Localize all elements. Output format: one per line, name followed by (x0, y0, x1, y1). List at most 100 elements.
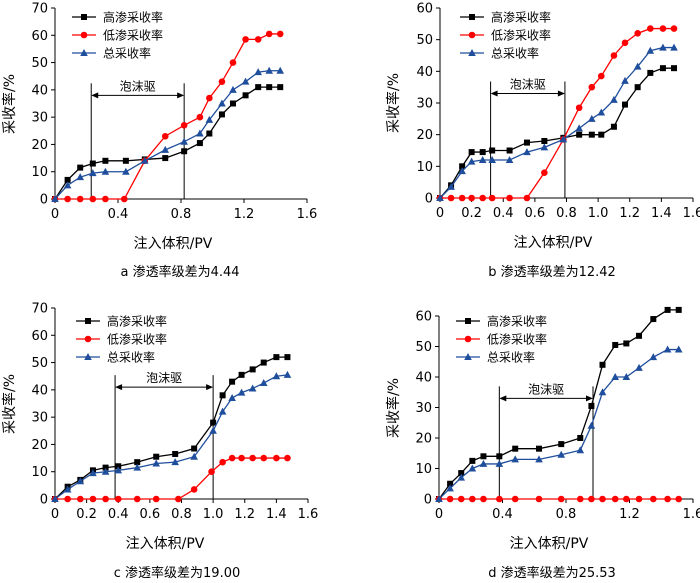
x-tick-label: 0.4 (493, 206, 514, 221)
data-point (180, 122, 188, 129)
data-point (205, 115, 214, 123)
data-point (76, 173, 84, 181)
legend-swatch-marker (80, 49, 88, 56)
data-point (102, 195, 109, 203)
data-point (284, 454, 291, 462)
data-point (210, 419, 217, 426)
data-point (623, 495, 630, 503)
data-point (89, 195, 97, 203)
data-point (599, 495, 606, 503)
data-point (219, 458, 226, 466)
data-point (254, 36, 262, 43)
data-point (523, 148, 531, 156)
data-point (238, 371, 245, 378)
data-point (241, 77, 250, 85)
legend-label: 高渗采收率 (491, 10, 551, 25)
data-point (523, 194, 531, 202)
annotation-arrowhead-right (177, 92, 185, 99)
data-point (133, 495, 141, 503)
x-tick-label: 1.0 (203, 507, 224, 522)
data-point (196, 129, 204, 137)
data-point (249, 366, 256, 373)
data-point (575, 124, 583, 132)
data-point (64, 176, 71, 183)
data-point (276, 66, 285, 74)
series-0 (437, 65, 678, 201)
data-point (273, 454, 280, 462)
y-tick-label: 50 (31, 356, 48, 371)
legend-label: 高渗采收率 (103, 10, 163, 25)
data-point (488, 156, 496, 163)
legend-swatch-marker (81, 14, 87, 20)
data-point (64, 495, 71, 503)
x-tick-label: 0.6 (140, 507, 161, 522)
data-point (89, 160, 96, 167)
data-point (265, 66, 273, 74)
data-point (611, 495, 619, 503)
data-point (114, 495, 122, 503)
data-point (77, 164, 84, 171)
data-point (479, 459, 488, 467)
annotation-label: 泡沫驱 (146, 371, 182, 385)
data-point (588, 83, 596, 91)
data-point (101, 167, 110, 175)
y-axis-title: 采收率/% (1, 74, 18, 134)
data-point (218, 99, 226, 107)
x-tick-label: 0.8 (171, 507, 192, 522)
x-tick-label: 0 (51, 207, 59, 222)
data-point (664, 495, 671, 503)
data-point (634, 30, 641, 37)
series-line (55, 457, 288, 500)
y-tick-label: 30 (31, 111, 48, 126)
x-tick-label: 0 (51, 507, 59, 522)
panel-caption: c 渗透率级差为19.00 (114, 565, 241, 581)
legend-swatch-marker (84, 353, 92, 360)
data-point (535, 455, 543, 463)
data-point (242, 36, 249, 43)
data-point (122, 167, 130, 175)
x-tick-label: 0.8 (556, 206, 577, 221)
data-point (64, 195, 71, 203)
data-point (621, 39, 629, 47)
y-tick-label: 10 (31, 165, 48, 180)
data-point (634, 84, 641, 91)
data-point (611, 373, 620, 380)
chart-panel-c: 0 0.2 0.4 0.6 0.8 1.0 1.2 1.4 1.6 0 10 20 30 40 50 60 70… (1, 302, 318, 582)
data-point (587, 421, 596, 429)
data-point (488, 194, 496, 202)
series-2 (51, 66, 285, 202)
x-tick-label: 1.2 (234, 507, 255, 522)
data-point (152, 495, 160, 503)
data-point (457, 495, 465, 503)
data-point (622, 101, 629, 108)
data-point (272, 372, 281, 380)
x-axis-title: 注入体积/PV (126, 536, 205, 552)
data-point (190, 486, 198, 493)
legend-label: 总采收率 (487, 350, 535, 365)
data-point (458, 194, 466, 202)
data-point (242, 92, 249, 99)
data-point (152, 459, 160, 467)
x-tick-label: 1.6 (298, 507, 319, 522)
data-point (469, 457, 476, 464)
data-point (218, 78, 226, 85)
series-2 (51, 370, 292, 502)
data-point (610, 123, 617, 130)
x-tick-label: 1.2 (234, 207, 255, 222)
data-point (102, 157, 109, 164)
y-tick-label: 20 (31, 438, 48, 453)
data-point (659, 25, 667, 32)
series-line (54, 374, 288, 500)
data-point (468, 464, 477, 472)
annotation-arrowhead-left (499, 395, 507, 402)
chart-panel-b: 0 0.2 0.4 0.6 0.8 1.0 1.2 1.4 1.6 0 10 20 30 40 50 60 注入… (385, 2, 700, 281)
data-point (446, 495, 454, 503)
legend-swatch-marker (468, 31, 476, 39)
x-tick-label: 0.4 (108, 207, 129, 222)
y-tick-label: 20 (31, 138, 48, 153)
series-line (438, 348, 679, 500)
data-point (219, 392, 226, 399)
annotation-arrowhead-right (557, 90, 565, 97)
data-point (259, 379, 268, 387)
data-point (541, 169, 548, 176)
